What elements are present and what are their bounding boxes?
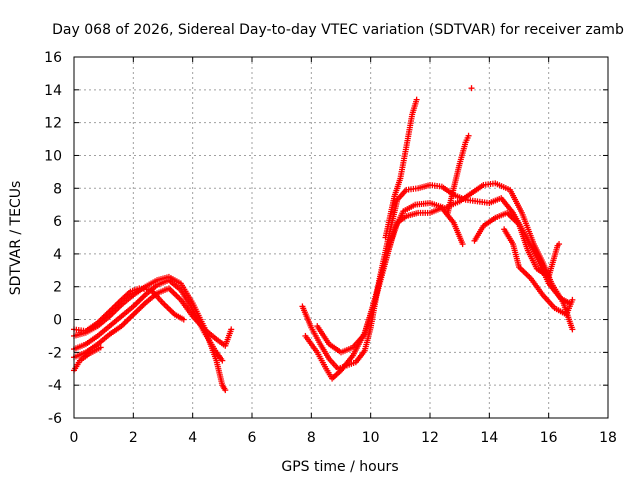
data-point: [180, 316, 187, 323]
series-outlier: [468, 85, 475, 92]
x-tick-label: 2: [129, 430, 138, 446]
y-tick-label: 16: [44, 50, 62, 66]
x-axis-label: GPS time / hours: [281, 459, 398, 475]
x-tick-label: 4: [188, 430, 197, 446]
data-point: [219, 357, 226, 364]
plot-frame: [73, 56, 609, 419]
x-tick-label: 10: [362, 430, 380, 446]
data-point: [569, 326, 576, 333]
grid-lines: [74, 57, 608, 418]
series-arc-4: [71, 285, 187, 335]
series-arc-8: [314, 204, 466, 356]
data-point: [465, 132, 472, 139]
y-tick-label: 10: [44, 148, 62, 164]
series-arc-12: [501, 226, 576, 318]
x-tick-label: 0: [70, 430, 79, 446]
y-tick-label: 14: [44, 83, 62, 99]
y-tick-label: -6: [48, 411, 62, 427]
x-tick-label: 8: [307, 430, 316, 446]
data-point: [97, 344, 104, 351]
x-tick-label: 6: [248, 430, 257, 446]
x-tick-label: 14: [480, 430, 498, 446]
data-point: [556, 241, 563, 248]
series-arc-9: [382, 96, 420, 241]
series-arc-11: [471, 209, 563, 280]
y-tick-label: 12: [44, 116, 62, 132]
y-tick-label: 6: [53, 214, 62, 230]
x-tick-label: 16: [540, 430, 558, 446]
series-arc-10: [444, 132, 472, 216]
data-point: [222, 387, 229, 394]
axis-ticks: [73, 56, 609, 419]
data-points: [71, 85, 576, 394]
y-tick-label: 8: [53, 181, 62, 197]
data-point: [413, 96, 420, 103]
y-tick-labels: -6 -4 -2 0 2 4 6 8 10 12 14 16: [44, 50, 62, 427]
y-tick-label: -2: [48, 345, 62, 361]
y-tick-label: 4: [53, 247, 62, 263]
x-tick-label: 12: [421, 430, 439, 446]
y-axis-label: SDTVAR / TECUs: [8, 181, 24, 296]
data-point: [468, 85, 475, 92]
data-point: [228, 326, 235, 333]
x-tick-labels: 0 2 4 6 8 10 12 14 16 18: [70, 430, 617, 446]
data-point: [459, 241, 466, 248]
data-point: [569, 296, 576, 303]
x-tick-label: 18: [599, 430, 617, 446]
chart-title: Day 068 of 2026, Sidereal Day-to-day VTE…: [52, 22, 624, 38]
y-tick-label: 0: [53, 313, 62, 329]
y-tick-label: -4: [48, 378, 62, 394]
y-tick-label: 2: [53, 280, 62, 296]
